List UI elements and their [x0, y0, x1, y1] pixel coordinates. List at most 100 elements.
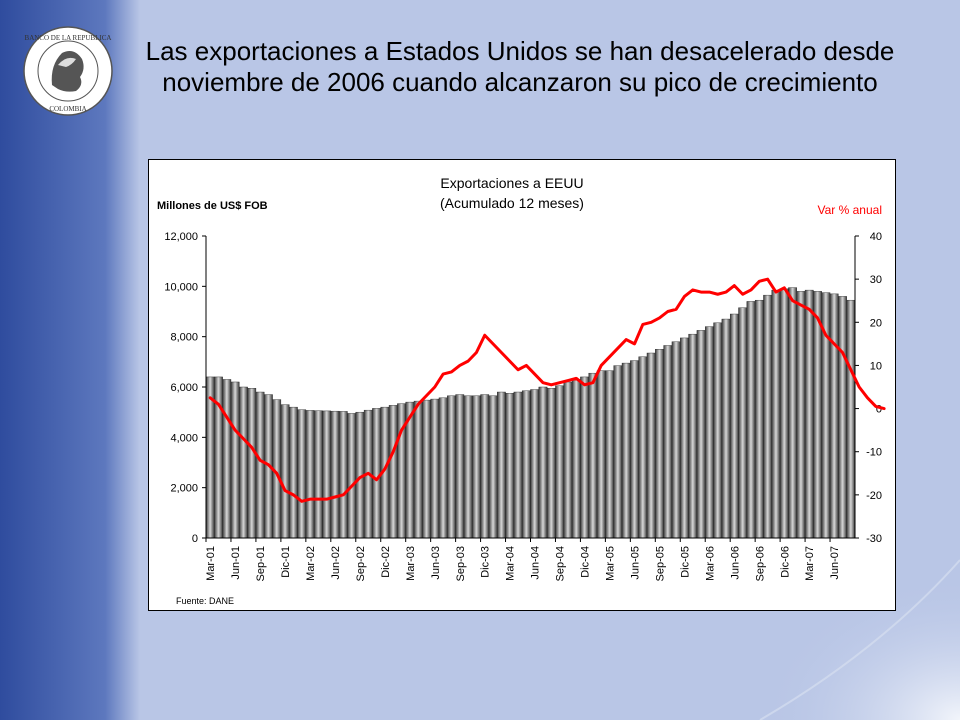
export-bar	[638, 356, 648, 539]
chart-title-line-2: (Acumulado 12 meses)	[440, 195, 584, 211]
x-tick-label: Dic-03	[480, 546, 492, 578]
x-tick-label: Mar-04	[505, 546, 517, 581]
export-bar	[804, 289, 814, 539]
left-band	[0, 0, 140, 720]
x-tick-label: Jun-01	[230, 546, 242, 580]
export-bar	[688, 333, 698, 539]
export-bar	[696, 330, 706, 539]
export-bar	[555, 385, 564, 539]
x-tick-label: Dic-04	[580, 546, 592, 578]
x-tick-label: Jun-06	[729, 546, 741, 580]
export-bar	[313, 410, 323, 539]
y-axis-left-label: Millones de US$ FOB	[157, 200, 268, 212]
export-bar	[513, 391, 523, 539]
export-bar	[621, 362, 631, 539]
export-bar	[505, 393, 515, 539]
x-tick-label: Jun-04	[530, 546, 542, 580]
export-bar	[280, 404, 290, 539]
export-bar	[239, 386, 248, 539]
y-right-tick-label: -10	[866, 447, 882, 459]
export-bar	[671, 341, 681, 539]
chart-panel: Exportaciones a EEUU (Acumulado 12 meses…	[148, 159, 896, 611]
export-bar	[680, 337, 689, 539]
export-bar	[613, 365, 623, 539]
export-bar	[455, 394, 465, 539]
export-bar	[463, 395, 473, 539]
export-bar	[796, 291, 806, 539]
export-bar	[580, 376, 589, 539]
y-axis-right-label: Var % anual	[818, 203, 882, 217]
x-tick-label: Mar-05	[605, 546, 617, 581]
y-left-tick-label: 4,000	[170, 432, 198, 444]
export-bar	[746, 301, 756, 539]
y-right-tick-label: -20	[866, 490, 882, 502]
export-bar	[563, 381, 573, 539]
y-right-tick-label: 20	[870, 317, 882, 329]
export-bar	[247, 388, 257, 539]
export-bar	[788, 287, 797, 539]
source-note: Fuente: DANE	[176, 596, 234, 606]
x-tick-label: Sep-06	[754, 546, 766, 581]
y-left-tick-label: 12,000	[164, 231, 198, 243]
export-bar	[838, 296, 847, 539]
export-bar	[372, 408, 381, 539]
x-tick-label: Dic-01	[280, 546, 292, 578]
x-tick-label: Mar-02	[305, 546, 317, 581]
x-tick-label: Mar-03	[405, 546, 417, 581]
y-right-tick-label: 10	[870, 360, 882, 372]
y-left-tick-label: 10,000	[164, 281, 198, 293]
export-bar	[530, 389, 540, 539]
banco-de-la-republica-seal: BANCO DE LA REPUBLICA COLOMBIA	[23, 26, 113, 116]
x-tick-label: Jun-03	[430, 546, 442, 580]
export-bar	[846, 299, 856, 539]
y-right-tick-label: 40	[870, 231, 882, 243]
export-bar	[729, 313, 739, 539]
export-bar	[297, 409, 307, 539]
x-tick-label: Sep-05	[654, 546, 666, 581]
export-bar	[646, 352, 656, 539]
export-bar	[571, 379, 581, 539]
y-right-tick-label: 0	[876, 404, 882, 416]
export-bar	[630, 360, 639, 539]
y-left-tick-label: 6,000	[170, 382, 198, 394]
export-bar	[705, 326, 714, 539]
export-bar	[521, 390, 531, 539]
x-tick-label: Mar-07	[804, 546, 816, 581]
export-bar	[388, 405, 398, 539]
export-bar	[713, 322, 723, 539]
x-tick-label: Jun-07	[829, 546, 841, 580]
export-bar	[289, 406, 298, 539]
export-bar	[338, 411, 348, 539]
svg-text:COLOMBIA: COLOMBIA	[49, 105, 86, 113]
export-bar	[230, 381, 240, 539]
export-bar	[480, 394, 490, 539]
x-tick-label: Mar-01	[205, 546, 217, 581]
export-bar	[497, 391, 506, 539]
y-left-tick-label: 8,000	[170, 332, 198, 344]
export-bar	[438, 397, 448, 539]
x-tick-label: Sep-04	[555, 546, 567, 581]
x-tick-label: Sep-01	[255, 546, 267, 581]
export-bar	[721, 318, 731, 539]
x-tick-label: Dic-05	[679, 546, 691, 578]
x-tick-label: Sep-02	[355, 546, 367, 581]
export-bar	[663, 345, 673, 539]
x-tick-label: Dic-02	[380, 546, 392, 578]
export-bar	[222, 379, 232, 539]
export-bar	[829, 293, 839, 539]
export-bar	[546, 388, 556, 539]
export-bar	[422, 399, 431, 539]
y-right-tick-label: -30	[866, 533, 882, 545]
export-bar	[347, 413, 356, 539]
x-tick-label: Dic-06	[779, 546, 791, 578]
export-bar	[588, 372, 598, 539]
export-bar	[255, 391, 265, 539]
export-bar	[472, 395, 481, 539]
export-bar	[754, 299, 764, 539]
slide-title: Las exportaciones a Estados Unidos se ha…	[145, 36, 895, 97]
export-bar	[596, 370, 606, 539]
export-bar	[538, 386, 548, 539]
var-anual-line	[208, 277, 886, 503]
export-bar	[738, 307, 748, 539]
x-tick-label: Sep-03	[455, 546, 467, 581]
